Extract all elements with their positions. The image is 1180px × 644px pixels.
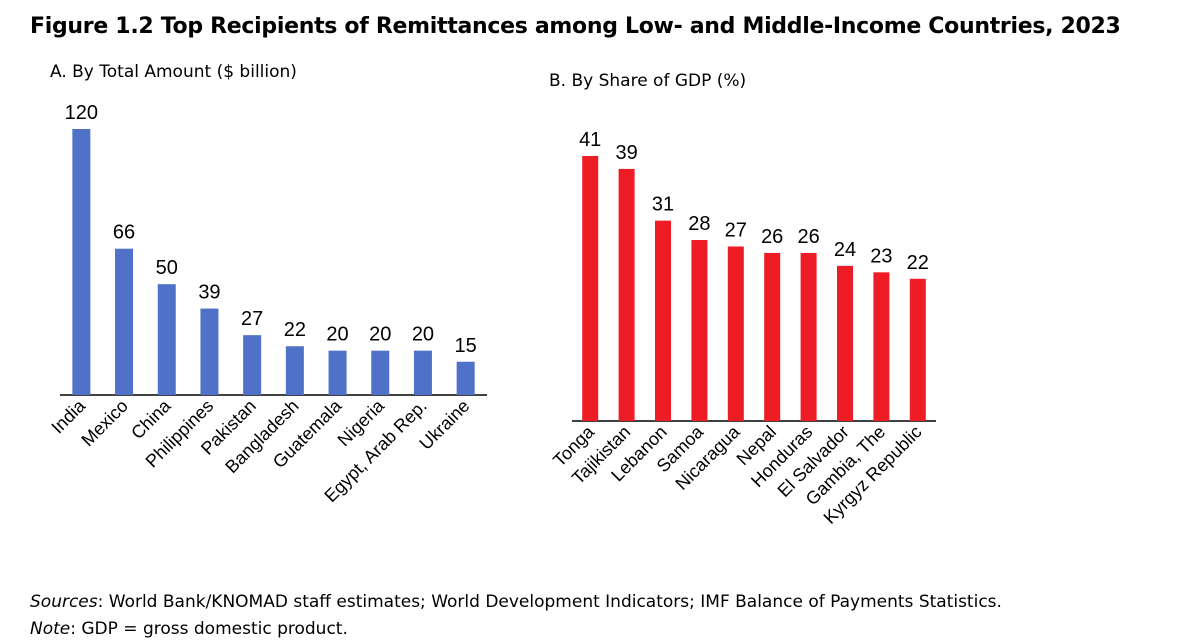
- bar: [72, 129, 91, 395]
- panel-b-title: B. By Share of GDP (%): [549, 71, 747, 91]
- data-label: 31: [652, 194, 674, 216]
- data-label: 24: [834, 239, 856, 261]
- bar: [873, 272, 890, 421]
- data-label: 39: [615, 142, 637, 164]
- bar: [909, 278, 926, 421]
- bar: [328, 350, 347, 395]
- data-label: 20: [412, 324, 434, 346]
- data-label: 26: [761, 226, 783, 248]
- sources-note: Sources: World Bank/KNOMAD staff estimat…: [30, 592, 1002, 612]
- data-label: 27: [725, 219, 747, 241]
- bar: [582, 156, 599, 421]
- figure-title: Figure 1.2 Top Recipients of Remittances…: [30, 14, 1121, 39]
- bar: [285, 346, 304, 395]
- sources-text: : World Bank/KNOMAD staff estimates; Wor…: [97, 592, 1002, 612]
- bar: [837, 265, 853, 421]
- data-label: 20: [326, 324, 348, 346]
- bar: [243, 335, 262, 395]
- sources-label: Sources: [30, 592, 98, 612]
- bar: [691, 240, 708, 421]
- data-label: 23: [870, 245, 892, 267]
- data-label: 20: [369, 324, 391, 346]
- bar: [727, 246, 744, 421]
- data-label: 15: [455, 335, 477, 357]
- data-label: 41: [579, 129, 601, 151]
- data-label: 66: [113, 222, 135, 244]
- bar: [618, 168, 635, 421]
- bar: [115, 248, 134, 395]
- data-label: 50: [156, 257, 178, 279]
- data-label: 39: [198, 282, 220, 304]
- bar: [157, 284, 176, 395]
- bar: [655, 220, 671, 421]
- data-label: 120: [65, 102, 98, 124]
- data-label: 26: [797, 226, 819, 248]
- bar: [800, 252, 817, 421]
- bar: [764, 252, 781, 421]
- panel-a-title: A. By Total Amount ($ billion): [50, 62, 297, 82]
- data-label: 28: [688, 213, 710, 235]
- data-label: 27: [241, 308, 263, 330]
- note-text: : GDP = gross domestic product.: [70, 619, 348, 639]
- data-label: 22: [284, 319, 306, 341]
- bar: [200, 308, 219, 395]
- data-label: 22: [907, 252, 929, 274]
- bar: [371, 350, 390, 395]
- bar: [413, 350, 432, 395]
- note-label: Note: [30, 619, 71, 639]
- bar: [456, 361, 475, 395]
- gdp-note: Note: GDP = gross domestic product.: [30, 619, 348, 639]
